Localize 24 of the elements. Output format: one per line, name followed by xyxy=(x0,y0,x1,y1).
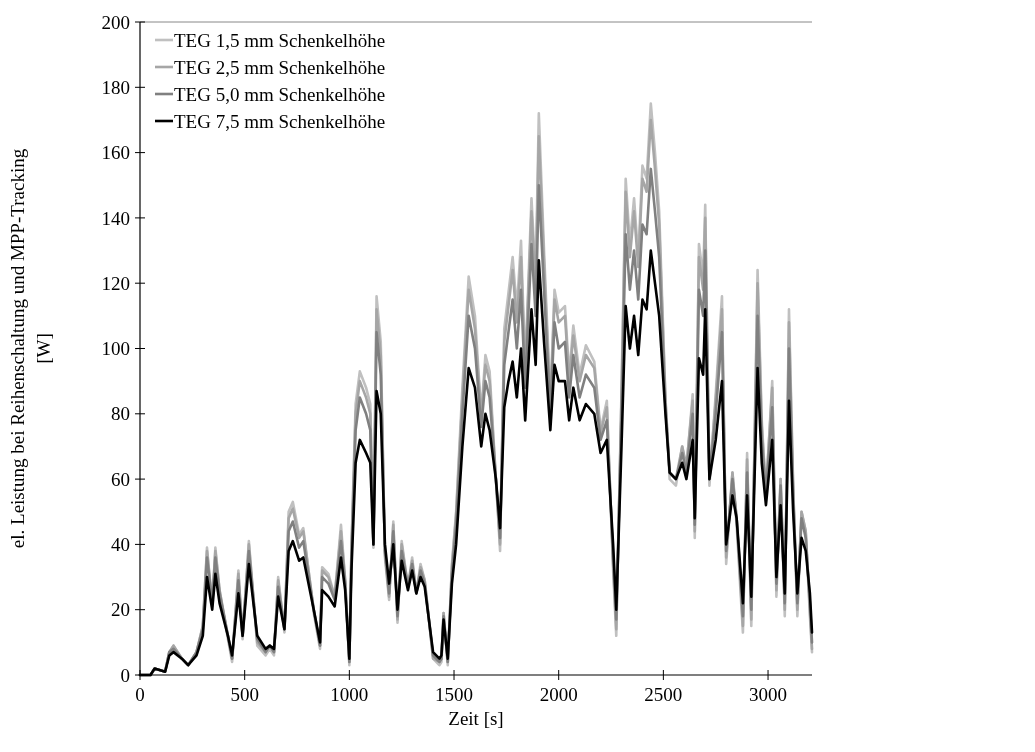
legend-label: TEG 7,5 mm Schenkelhöhe xyxy=(174,110,386,132)
y-axis-title: el. Leistung bei Reihenschaltung und MPP-Tracking [W] xyxy=(7,148,54,549)
y-tick-label: 0 xyxy=(120,664,130,686)
x-tick-label: 3000 xyxy=(749,684,788,705)
y-tick-label: 140 xyxy=(101,207,130,229)
x-axis-title: Zeit [s] xyxy=(448,708,504,729)
y-tick-label: 100 xyxy=(101,338,130,360)
y-tick-label: 60 xyxy=(111,468,130,490)
y-tick-label: 80 xyxy=(111,403,130,425)
y-tick-label: 180 xyxy=(101,76,130,98)
legend-label: TEG 5,0 mm Schenkelhöhe xyxy=(174,83,386,105)
legend-label: TEG 1,5 mm Schenkelhöhe xyxy=(174,29,386,51)
legend-label: TEG 2,5 mm Schenkelhöhe xyxy=(174,56,386,78)
x-tick-label: 2000 xyxy=(539,684,578,705)
y-tick-label: 40 xyxy=(111,534,130,556)
x-tick-label: 500 xyxy=(230,684,259,705)
x-tick-label: 1500 xyxy=(435,684,474,705)
y-tick-label: 200 xyxy=(101,11,130,33)
x-tick-label: 1000 xyxy=(330,684,369,705)
y-tick-label: 20 xyxy=(111,599,130,621)
y-tick-label: 120 xyxy=(101,272,130,294)
x-tick-label: 0 xyxy=(135,684,145,705)
y-tick-label: 160 xyxy=(101,142,130,164)
x-tick-label: 2500 xyxy=(644,684,683,705)
